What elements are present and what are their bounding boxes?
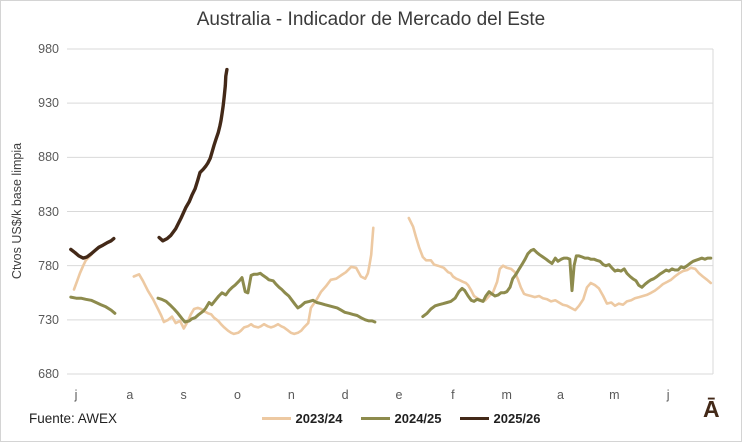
x-tick-label-8-m: m [501, 388, 512, 402]
x-tick-label-2-s: s [180, 388, 187, 402]
legend-label-2023-24: 2023/24 [295, 410, 343, 426]
legend-swatch-2024-25 [360, 416, 390, 420]
y-tick-label-930: 930 [38, 96, 59, 111]
series-line-2023-24-seg0 [72, 253, 93, 291]
legend-item-2023-24: 2023/24 [261, 410, 343, 426]
y-tick-label-830: 830 [38, 204, 59, 219]
series-line-2024-25-seg2 [421, 247, 713, 319]
series-lines [69, 67, 713, 336]
gridlines [67, 48, 714, 375]
x-tick-label-7-f: f [451, 388, 455, 402]
y-tick-label-780: 780 [38, 258, 59, 273]
x-tick-label-9-a: a [557, 388, 564, 402]
x-tick-label-5-d: d [341, 388, 349, 402]
legend-label-2025-26: 2025/26 [493, 410, 541, 426]
x-tick-label-6-e: e [395, 388, 403, 402]
series-line-2023-24-seg2 [407, 216, 713, 312]
x-tick-label-4-n: n [287, 388, 295, 402]
y-tick-label-730: 730 [38, 312, 59, 327]
legend-swatch-2025-26 [459, 416, 489, 420]
legend-item-2024-25: 2024/25 [360, 410, 442, 426]
x-tick-label-11-j: j [666, 388, 670, 402]
x-tick-label-0-j: j [74, 388, 78, 402]
series-line-2025-26-seg1 [157, 67, 229, 243]
legend: 2023/24 2024/25 2025/26 [61, 408, 741, 428]
legend-item-2025-26: 2025/26 [459, 410, 541, 426]
legend-swatch-2023-24 [261, 416, 291, 420]
y-tick-label-980: 980 [38, 42, 59, 56]
x-tick-label-10-m: m [609, 388, 620, 402]
series-line-2025-26-seg0 [69, 236, 116, 260]
y-tick-label-880: 880 [38, 150, 59, 165]
legend-label-2024-25: 2024/25 [394, 410, 442, 426]
x-tick-label-1-a: a [126, 388, 134, 402]
series-line-2024-25-seg0 [69, 295, 117, 315]
y-tick-label-680: 680 [38, 367, 59, 381]
watermark-letter: Ā [703, 396, 720, 422]
series-line-2024-25-seg1 [156, 271, 377, 324]
source-note: Fuente: AWEX [29, 411, 118, 426]
chart-title: Australia - Indicador de Mercado del Est… [196, 9, 546, 30]
series-line-2023-24-seg1 [132, 226, 375, 336]
x-tick-label-3-o: o [234, 388, 241, 402]
